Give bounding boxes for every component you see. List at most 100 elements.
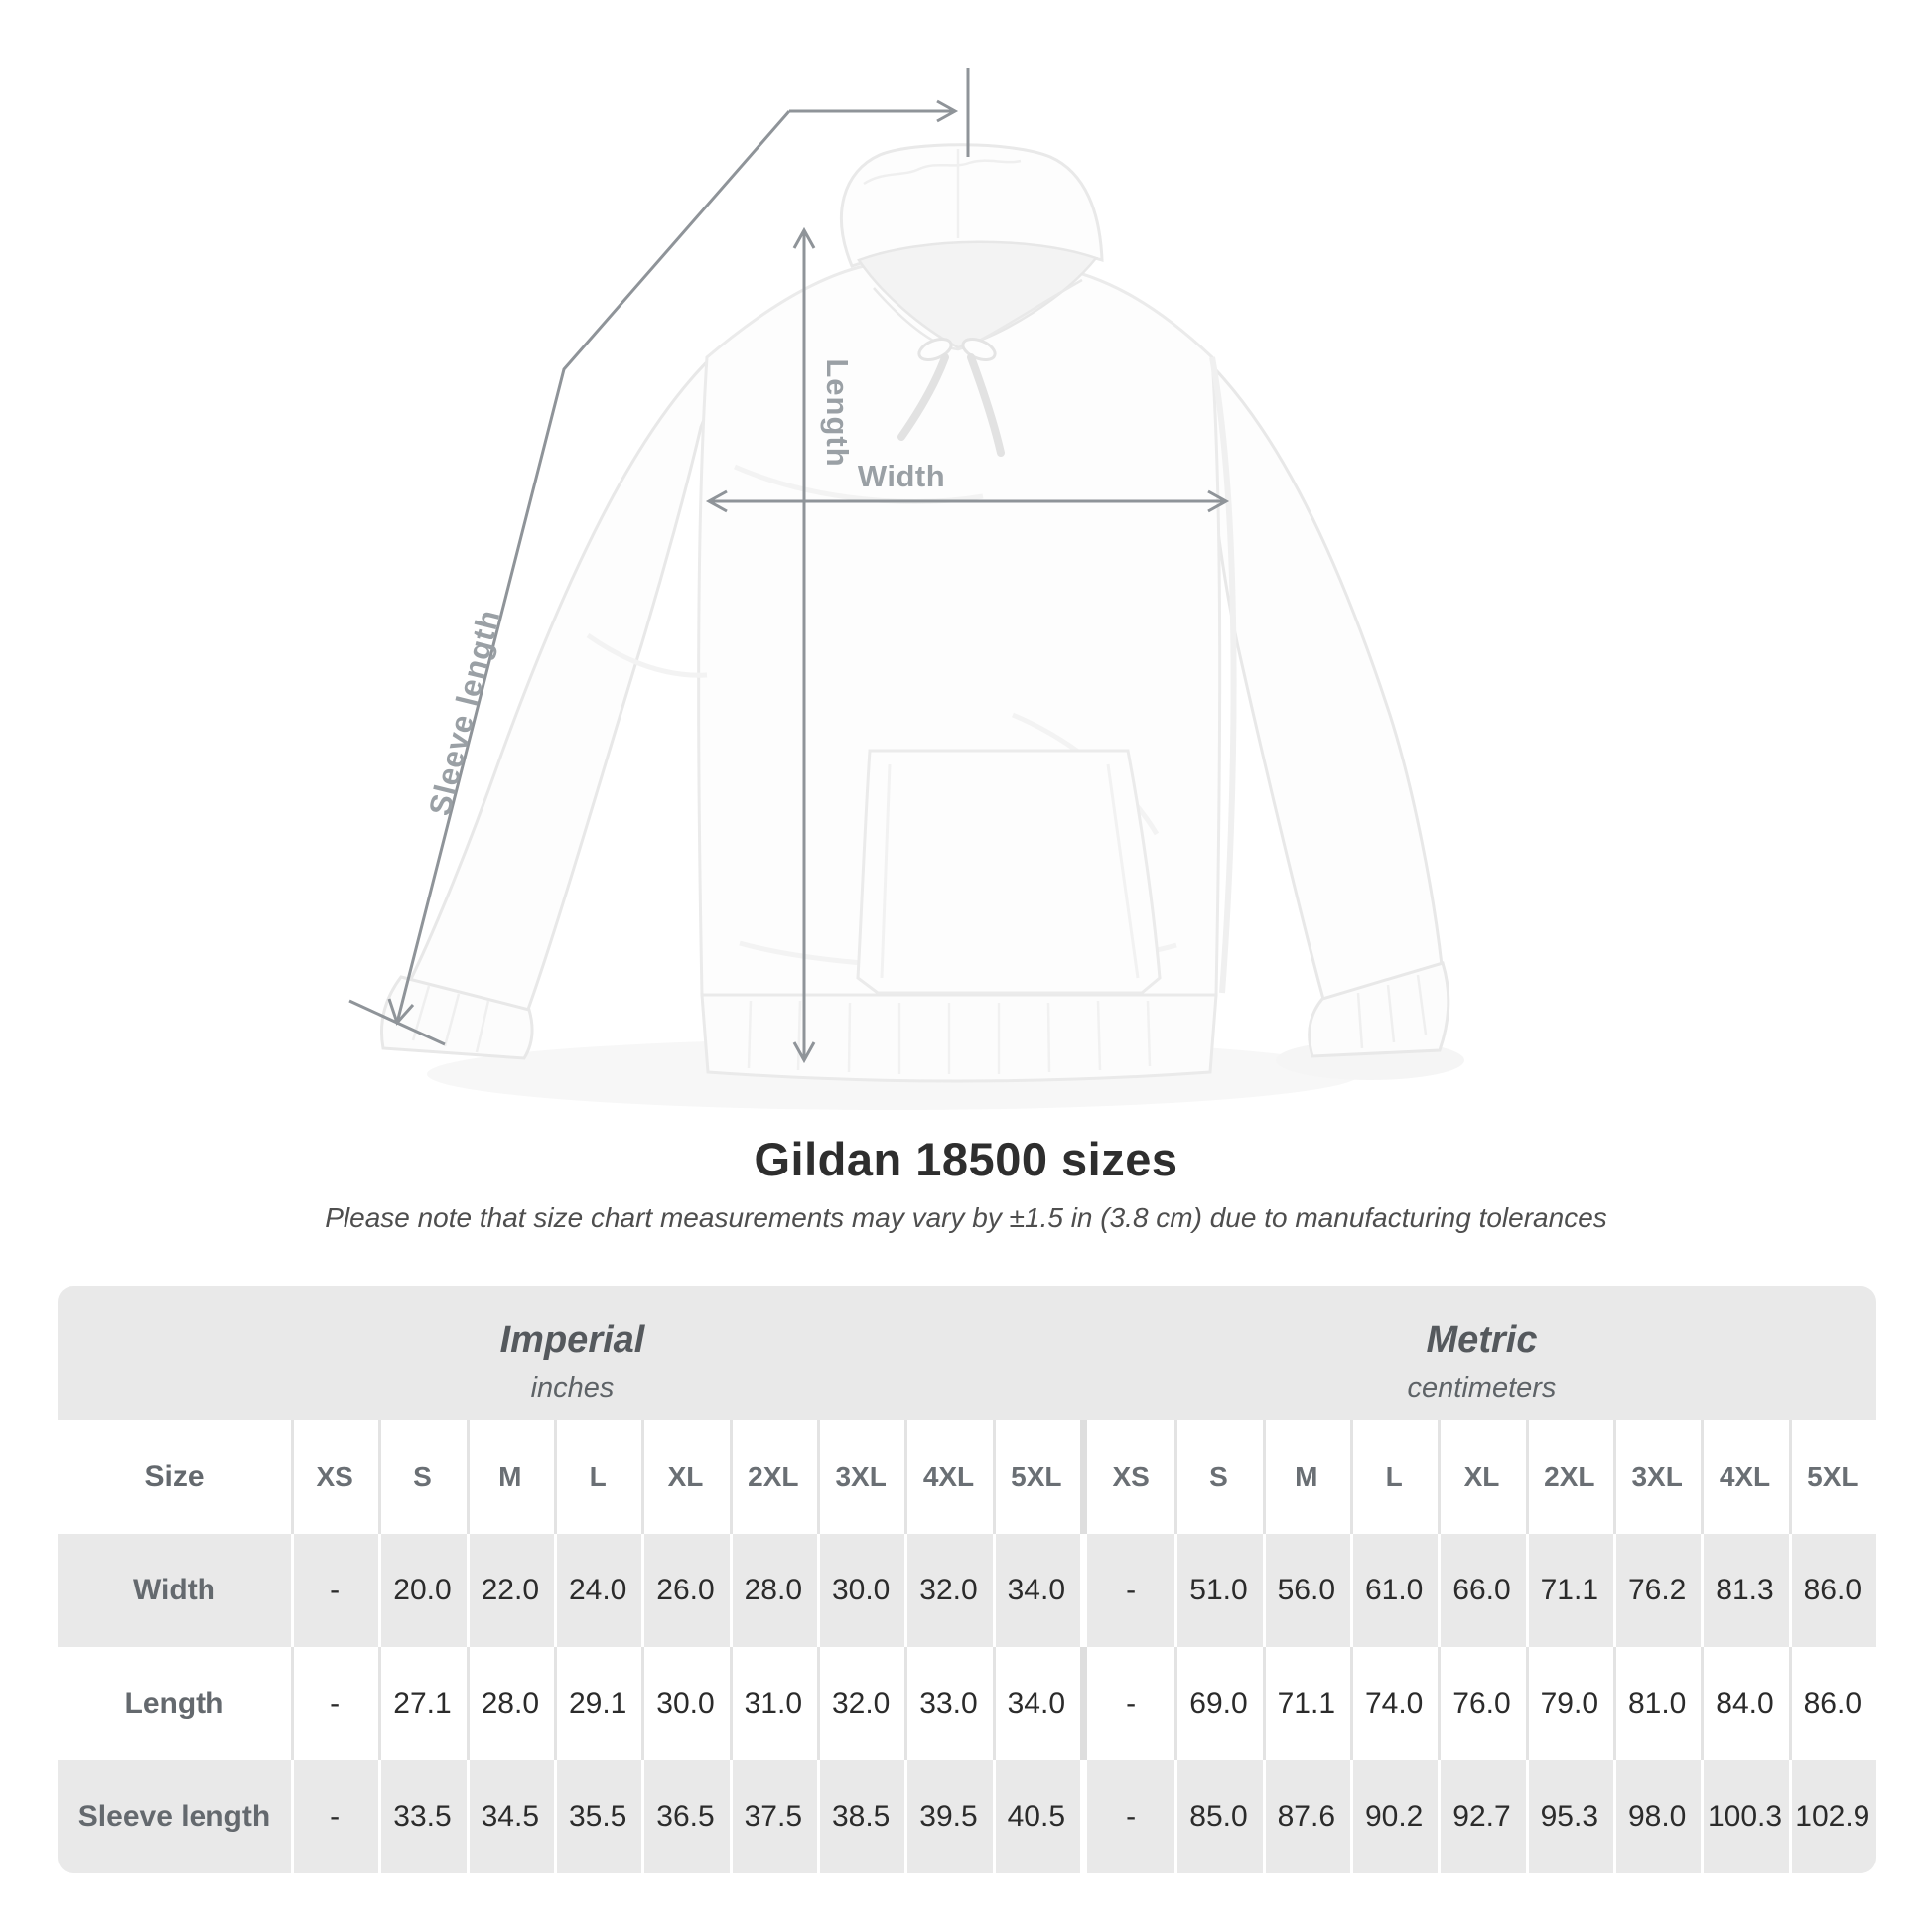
size-col-header-metric: M	[1263, 1420, 1350, 1534]
measurement-value-metric: 76.0	[1438, 1647, 1525, 1760]
size-col-header-metric: L	[1350, 1420, 1438, 1534]
size-col-header-imperial: 2XL	[730, 1420, 817, 1534]
measurement-value-imperial: 36.5	[641, 1760, 729, 1873]
width-label: Width	[858, 459, 945, 493]
measurement-value-imperial: 32.0	[904, 1534, 992, 1647]
size-header-row: Size XS S M L XL 2XL 3XL 4XL 5XL XS S M L XL 2XL 3XL 4XL…	[58, 1420, 1876, 1534]
units-band: Imperial inches Metric centimeters	[58, 1286, 1876, 1420]
size-col-header-metric: 2XL	[1526, 1420, 1613, 1534]
measurement-value-imperial: 35.5	[554, 1760, 641, 1873]
unit-group-unit: inches	[530, 1371, 615, 1404]
arrowhead-right	[936, 99, 959, 123]
size-column-label: Size	[144, 1459, 205, 1493]
table-row-width: Width -20.0 22.0 24.0 26.0 28.0 30.0 32.0 34.0-…	[58, 1534, 1876, 1647]
size-col-header-metric: XS	[1112, 1460, 1150, 1492]
measurement-value-imperial: 34.5	[467, 1760, 554, 1873]
pocket-seams	[880, 763, 1140, 979]
table-row-sleeve-length: Sleeve length -33.5 34.5 35.5 36.5 37.5 38.5 3…	[58, 1760, 1876, 1873]
measurement-value-imperial: 40.5	[993, 1760, 1080, 1873]
length-label: Length	[820, 358, 855, 467]
right-cuff-ribs	[1356, 974, 1428, 1049]
measurement-value-metric: 100.3	[1701, 1760, 1788, 1873]
measurement-value-imperial: 31.0	[730, 1647, 817, 1760]
row-label: Sleeve length	[77, 1800, 271, 1833]
size-col-header-metric: XL	[1438, 1420, 1525, 1534]
measurement-value-metric: 56.0	[1263, 1534, 1350, 1647]
measurement-value-imperial: 27.1	[378, 1647, 466, 1760]
measurement-value-imperial: 26.0	[641, 1534, 729, 1647]
hem-ribs	[747, 1000, 1152, 1074]
hoodie-size-diagram: Length Width Sleeve length	[348, 68, 1464, 1110]
measurement-value-metric: 86.0	[1789, 1647, 1876, 1760]
size-chart-table: Imperial inches Metric centimeters Size …	[58, 1286, 1876, 1873]
kangaroo-pocket	[856, 749, 1162, 995]
end-tick-bottom	[348, 999, 446, 1046]
measurement-value-metric: 66.0	[1438, 1534, 1525, 1647]
measurement-value-metric: 87.6	[1263, 1760, 1350, 1873]
measurement-value-imperial: 20.0	[378, 1534, 466, 1647]
arrowhead-down	[792, 1041, 816, 1064]
imperial-metric-divider	[1080, 1534, 1087, 1647]
hood-opening	[857, 240, 1099, 349]
unit-group-unit: centimeters	[1407, 1371, 1557, 1404]
measurement-value-imperial: -	[291, 1760, 378, 1873]
row-label: Length	[124, 1687, 224, 1720]
width-arrow	[705, 489, 1230, 513]
measurement-value-metric: -	[1126, 1800, 1137, 1833]
measurement-value-imperial: -	[291, 1647, 378, 1760]
measurement-value-imperial: 30.0	[817, 1534, 904, 1647]
size-col-header-metric: S	[1174, 1420, 1262, 1534]
measurement-value-imperial: 29.1	[554, 1647, 641, 1760]
measurement-value-imperial: 30.0	[641, 1647, 729, 1760]
size-col-header-imperial: 3XL	[817, 1420, 904, 1534]
size-col-header-imperial: 4XL	[904, 1420, 992, 1534]
measurement-value-imperial: 24.0	[554, 1534, 641, 1647]
unit-group-name: Metric	[1426, 1318, 1538, 1361]
imperial-metric-divider	[1080, 1420, 1087, 1534]
measurement-value-imperial: 28.0	[467, 1647, 554, 1760]
table-row-length: Length -27.1 28.0 29.1 30.0 31.0 32.0 33.0 34.0…	[58, 1647, 1876, 1760]
measurement-value-metric: 95.3	[1526, 1760, 1613, 1873]
left-cuff	[379, 975, 534, 1060]
measurement-value-imperial: 32.0	[817, 1647, 904, 1760]
measurement-value-imperial: 39.5	[904, 1760, 992, 1873]
measurement-value-metric: -	[1126, 1574, 1137, 1606]
page-subtitle: Please note that size chart measurements…	[325, 1202, 1607, 1233]
measurement-value-imperial: 22.0	[467, 1534, 554, 1647]
measurement-value-metric: 71.1	[1263, 1647, 1350, 1760]
measurement-value-metric: 79.0	[1526, 1647, 1613, 1760]
drawstring-cord-left	[897, 353, 949, 441]
measurement-annotations	[348, 68, 1230, 1064]
size-col-header-imperial: L	[554, 1420, 641, 1534]
measurement-value-metric: 69.0	[1174, 1647, 1262, 1760]
drawstring-cord-right	[967, 353, 1005, 457]
size-col-header-imperial: 5XL	[993, 1420, 1080, 1534]
measurement-value-metric: 71.1	[1526, 1534, 1613, 1647]
neckline-seam	[873, 278, 1083, 351]
hoodie-illustration	[379, 143, 1464, 1110]
measurement-value-metric: 81.3	[1701, 1534, 1788, 1647]
right-cuff	[1308, 961, 1450, 1058]
size-col-header-imperial: XS	[291, 1420, 378, 1534]
measurement-value-imperial: 34.0	[993, 1534, 1080, 1647]
measurement-value-imperial: 34.0	[993, 1647, 1080, 1760]
arrowhead-left	[705, 489, 728, 513]
imperial-metric-divider	[1080, 1647, 1087, 1760]
measurement-value-metric: 84.0	[1701, 1647, 1788, 1760]
size-col-header-imperial: S	[378, 1420, 466, 1534]
size-col-header-metric: 4XL	[1701, 1420, 1788, 1534]
measurement-value-imperial: 28.0	[730, 1534, 817, 1647]
measurement-value-metric: 102.9	[1789, 1760, 1876, 1873]
sleeve-length-arrow	[348, 68, 970, 1046]
measurement-value-metric: 76.2	[1613, 1534, 1701, 1647]
size-col-header-metric: 5XL	[1789, 1420, 1876, 1534]
measurement-value-imperial: -	[291, 1534, 378, 1647]
hem-band	[700, 993, 1218, 1083]
size-col-header-imperial: XL	[641, 1420, 729, 1534]
unit-group-name: Imperial	[499, 1318, 645, 1361]
arrowhead-up	[792, 226, 816, 249]
measurement-value-imperial: 38.5	[817, 1760, 904, 1873]
measurement-value-metric: 98.0	[1613, 1760, 1701, 1873]
arrowhead-right	[1207, 489, 1230, 513]
